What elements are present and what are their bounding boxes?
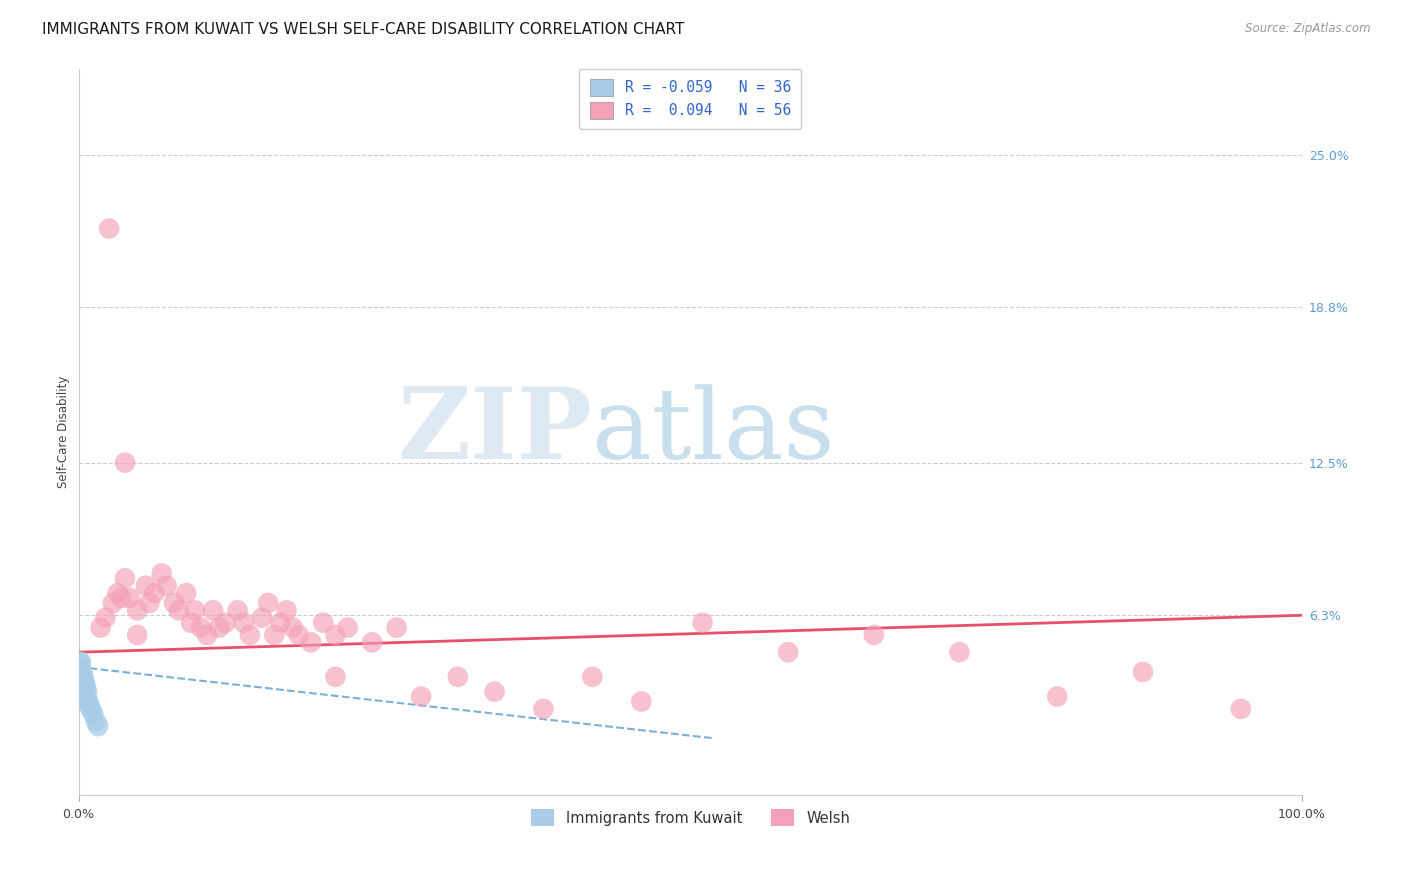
Point [70,684,93,698]
Point [72,684,94,698]
Point [87,719,110,733]
Point [79,699,101,714]
Point [70,670,93,684]
Point [630,694,652,708]
Point [72,674,94,689]
Point [150,566,173,581]
Point [80,702,103,716]
Text: Source: ZipAtlas.com: Source: ZipAtlas.com [1246,22,1371,36]
Point [155,579,177,593]
Point [72,670,94,684]
Point [692,615,714,630]
Point [69,680,91,694]
Point [70,684,93,698]
Point [257,596,280,610]
Point [948,645,970,659]
Point [226,603,249,617]
Point [75,680,97,694]
Point [70,660,93,674]
Point [484,684,506,698]
Point [69,690,91,704]
Point [73,680,96,694]
Point [174,586,197,600]
Point [127,603,149,617]
Point [70,674,93,689]
Point [336,621,359,635]
Point [114,456,136,470]
Point [581,670,603,684]
Point [84,714,107,728]
Point [70,665,93,679]
Point [214,615,236,630]
Point [101,596,124,610]
Point [862,628,884,642]
Point [77,694,100,708]
Point [135,579,157,593]
Point [208,621,231,635]
Point [70,670,93,684]
Point [1132,665,1154,679]
Point [127,628,149,642]
Point [281,621,304,635]
Point [70,665,93,679]
Point [202,603,225,617]
Point [190,621,212,635]
Text: ZIP: ZIP [398,384,592,480]
Point [69,670,91,684]
Point [167,603,190,617]
Point [73,674,96,689]
Point [239,628,262,642]
Point [447,670,470,684]
Point [69,655,91,669]
Point [276,603,298,617]
Point [94,611,117,625]
Point [163,596,186,610]
Point [69,665,91,679]
Point [533,702,555,716]
Point [180,615,202,630]
Point [69,684,91,698]
Point [82,706,104,721]
Point [76,684,98,698]
Point [70,680,93,694]
Point [114,571,136,585]
Point [76,694,98,708]
Text: IMMIGRANTS FROM KUWAIT VS WELSH SELF-CARE DISABILITY CORRELATION CHART: IMMIGRANTS FROM KUWAIT VS WELSH SELF-CAR… [42,22,685,37]
Point [195,628,218,642]
Point [1046,690,1069,704]
Point [70,674,93,689]
Legend: Immigrants from Kuwait, Welsh: Immigrants from Kuwait, Welsh [522,801,859,835]
Point [98,221,121,235]
Point [385,621,408,635]
Point [69,674,91,689]
Point [1230,702,1253,716]
Y-axis label: Self-Care Disability: Self-Care Disability [58,376,70,488]
Point [312,615,335,630]
Point [232,615,254,630]
Point [409,690,432,704]
Text: atlas: atlas [592,384,835,480]
Point [263,628,285,642]
Point [325,628,347,642]
Point [325,670,347,684]
Point [70,655,93,669]
Point [143,586,166,600]
Point [269,615,291,630]
Point [299,635,322,649]
Point [75,690,97,704]
Point [70,690,93,704]
Point [250,611,273,625]
Point [107,586,129,600]
Point [361,635,384,649]
Point [90,621,112,635]
Point [118,591,141,605]
Point [110,591,132,605]
Point [70,680,93,694]
Point [778,645,800,659]
Point [287,628,309,642]
Point [184,603,207,617]
Point [138,596,160,610]
Point [73,690,96,704]
